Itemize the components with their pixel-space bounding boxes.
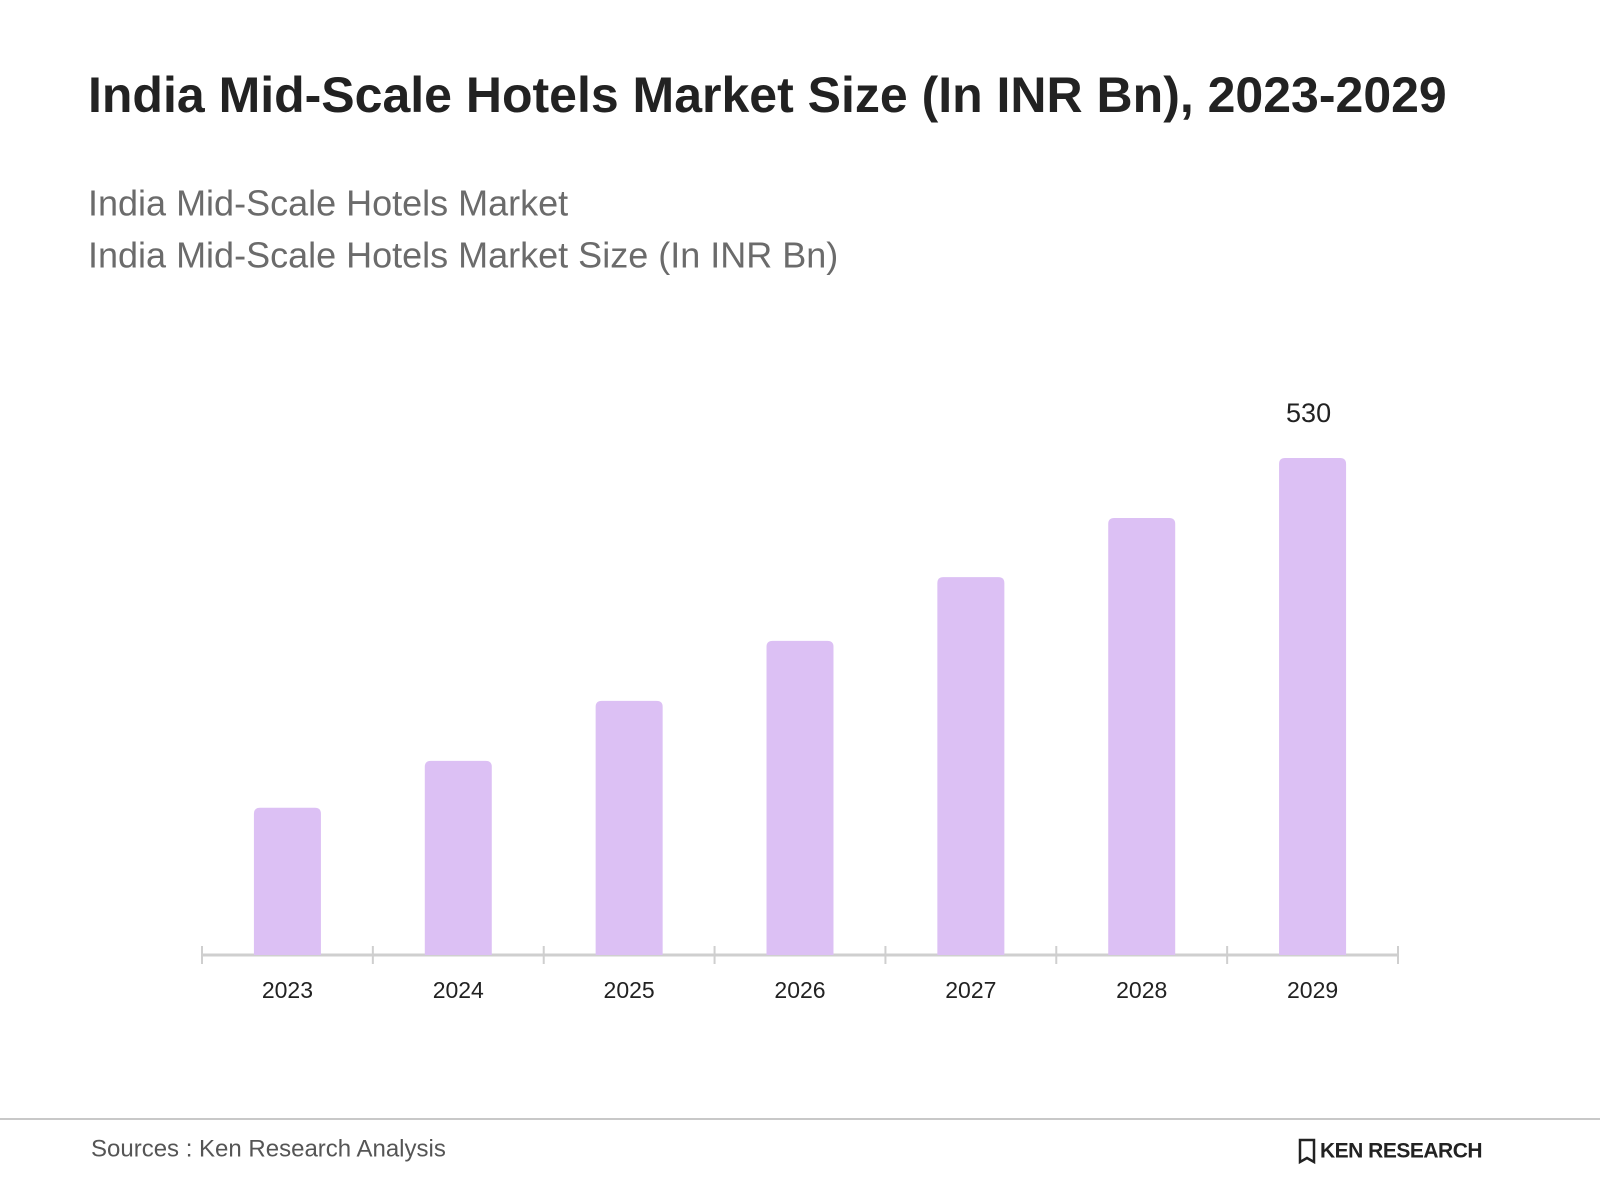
value-label: 530 bbox=[1286, 398, 1331, 428]
x-tick-label: 2028 bbox=[1116, 977, 1167, 1003]
bar bbox=[253, 807, 321, 955]
source: Sources : Ken Research Analysis bbox=[91, 1135, 446, 1162]
x-tick-label: 2026 bbox=[774, 977, 825, 1003]
bar bbox=[1108, 518, 1176, 955]
x-tick-label: 2025 bbox=[604, 977, 655, 1003]
subtitle: India Mid-Scale Hotels Market Size (In I… bbox=[88, 235, 838, 276]
bar bbox=[424, 760, 492, 955]
logo-icon bbox=[1298, 1138, 1316, 1165]
bar bbox=[766, 640, 834, 955]
x-tick-label: 2023 bbox=[262, 977, 313, 1003]
x-tick-label: 2024 bbox=[433, 977, 484, 1003]
x-tick-label: 2027 bbox=[945, 977, 996, 1003]
bar bbox=[937, 577, 1005, 955]
bar bbox=[1279, 458, 1347, 955]
bar bbox=[595, 700, 663, 955]
subtitle: India Mid-Scale Hotels Market bbox=[88, 183, 568, 224]
x-tick-label: 2029 bbox=[1287, 977, 1338, 1003]
brand-logo: KEN RESEARCH bbox=[1298, 1138, 1483, 1165]
brand-name: KEN RESEARCH bbox=[1320, 1140, 1482, 1163]
chart-title: India Mid-Scale Hotels Market Size (In I… bbox=[88, 67, 1447, 123]
